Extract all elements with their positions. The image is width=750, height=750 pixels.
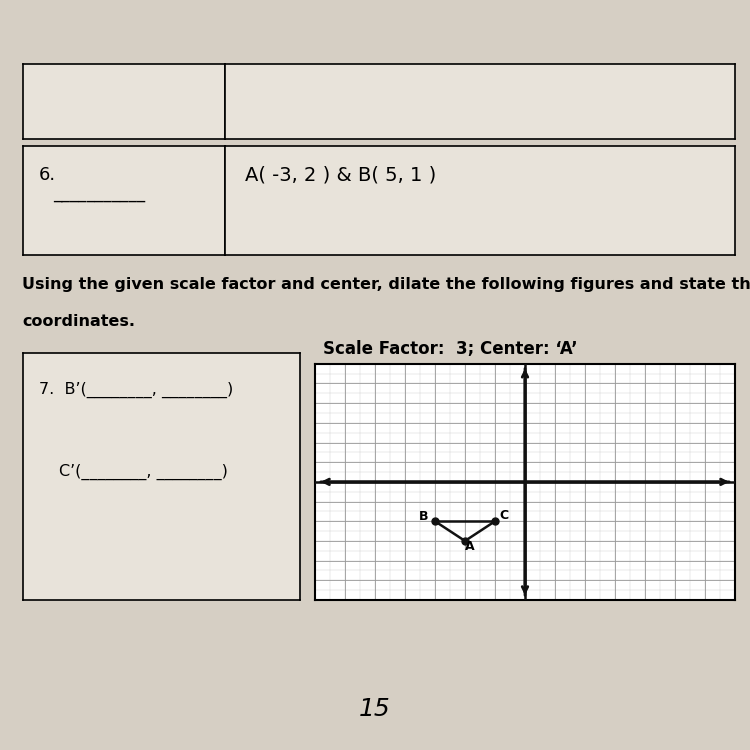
Text: Scale Factor:  3; Center: ‘A’: Scale Factor: 3; Center: ‘A’ [323,340,578,358]
Text: coordinates.: coordinates. [22,314,136,328]
Text: C: C [500,509,508,522]
Text: 15: 15 [359,697,391,721]
Text: B: B [419,510,428,524]
Text: 7.  B’(________, ________): 7. B’(________, ________) [39,382,233,398]
Text: 6.: 6. [39,166,56,184]
Text: Using the given scale factor and center, dilate the following figures and state : Using the given scale factor and center,… [22,277,750,292]
Text: C’(________, ________): C’(________, ________) [58,464,227,480]
Text: A( -3, 2 ) & B( 5, 1 ): A( -3, 2 ) & B( 5, 1 ) [245,166,436,184]
Text: ___________: ___________ [53,184,145,202]
Text: A: A [465,540,475,553]
